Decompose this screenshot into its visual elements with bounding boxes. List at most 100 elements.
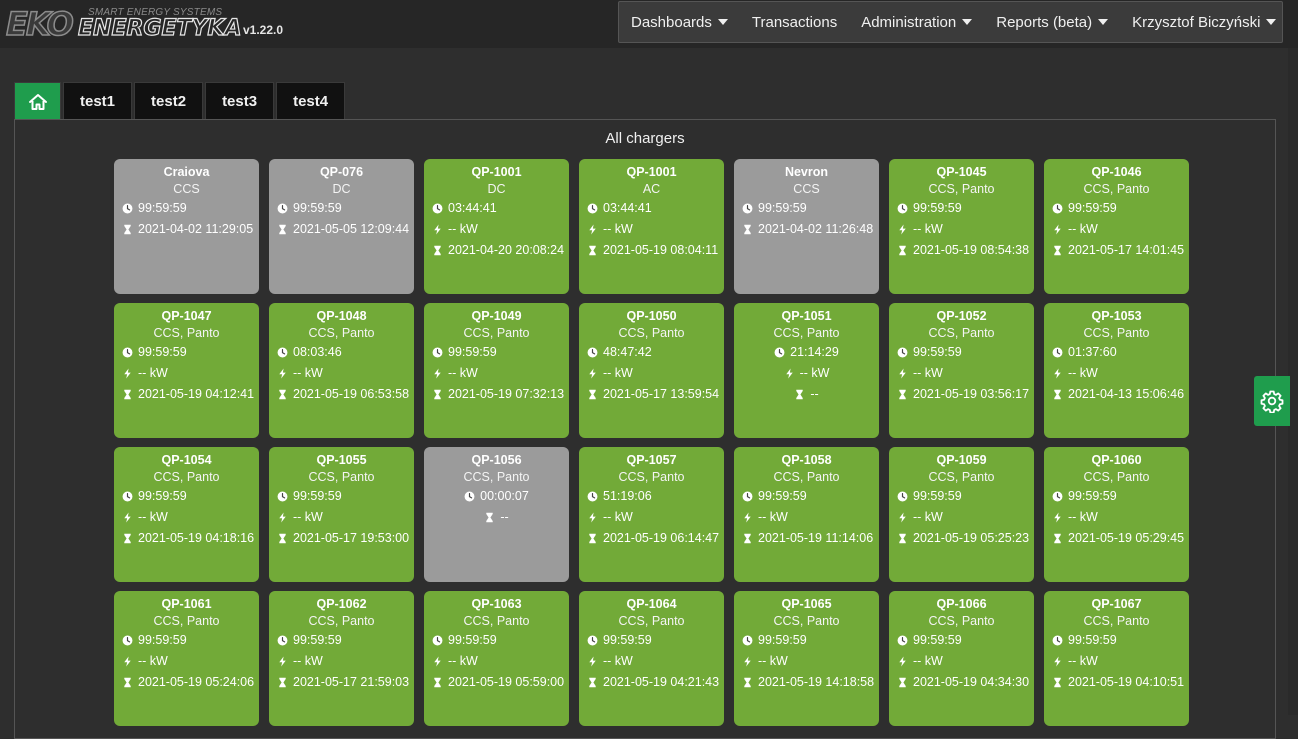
charger-card[interactable]: QP-1056 CCS, Panto 00:00:07 -- bbox=[424, 447, 569, 582]
charger-power: -- kW bbox=[913, 222, 943, 236]
charger-card[interactable]: QP-1065 CCS, Panto 99:59:59 -- kW 2021-05-19… bbox=[734, 591, 879, 726]
charger-card[interactable]: QP-076 DC 99:59:59 2021-05-05 12:09:44 bbox=[269, 159, 414, 294]
charger-power-row: -- kW bbox=[269, 363, 414, 384]
bolt-icon bbox=[744, 656, 751, 667]
charger-type: AC bbox=[642, 182, 661, 196]
tab-test3[interactable]: test3 bbox=[205, 82, 275, 120]
charger-card[interactable]: QP-1050 CCS, Panto 48:47:42 -- kW 2021-05-17… bbox=[579, 303, 724, 438]
charger-date: -- bbox=[500, 510, 509, 524]
charger-name: QP-1057 bbox=[626, 453, 677, 467]
charger-name-row: QP-1047 bbox=[114, 309, 259, 324]
charger-card[interactable]: QP-1062 CCS, Panto 99:59:59 -- kW 2021-05-17… bbox=[269, 591, 414, 726]
charger-type: CCS, Panto bbox=[153, 614, 220, 628]
charger-card[interactable]: QP-1049 CCS, Panto 99:59:59 -- kW 2021-05-19… bbox=[424, 303, 569, 438]
charger-time: 03:44:41 bbox=[603, 201, 652, 215]
charger-card[interactable]: QP-1054 CCS, Panto 99:59:59 -- kW 2021-05-19… bbox=[114, 447, 259, 582]
charger-card[interactable]: QP-1048 CCS, Panto 08:03:46 -- kW 2021-05-19… bbox=[269, 303, 414, 438]
charger-card[interactable]: QP-1058 CCS, Panto 99:59:59 -- kW 2021-05-19… bbox=[734, 447, 879, 582]
charger-card[interactable]: QP-1066 CCS, Panto 99:59:59 -- kW 2021-05-19… bbox=[889, 591, 1034, 726]
charger-type: CCS, Panto bbox=[773, 470, 840, 484]
charger-type: CCS, Panto bbox=[463, 614, 530, 628]
charger-type-row: CCS, Panto bbox=[269, 468, 414, 486]
bolt-icon bbox=[589, 368, 596, 379]
charger-type: CCS, Panto bbox=[618, 326, 685, 340]
charger-card[interactable]: QP-1047 CCS, Panto 99:59:59 -- kW 2021-05-19… bbox=[114, 303, 259, 438]
charger-time-row: 99:59:59 bbox=[889, 198, 1034, 219]
charger-card[interactable]: QP-1064 CCS, Panto 99:59:59 -- kW 2021-05-19… bbox=[579, 591, 724, 726]
tab-home[interactable] bbox=[14, 82, 61, 120]
clock-icon bbox=[1052, 203, 1063, 214]
charger-type-row: CCS, Panto bbox=[424, 612, 569, 630]
charger-card[interactable]: QP-1055 CCS, Panto 99:59:59 -- kW 2021-05-17… bbox=[269, 447, 414, 582]
charger-date-row: 2021-05-19 05:29:45 bbox=[1044, 528, 1189, 549]
clock-icon bbox=[742, 203, 753, 214]
charger-time: 99:59:59 bbox=[138, 345, 187, 359]
charger-type-row: DC bbox=[424, 180, 569, 198]
app-version: v1.22.0 bbox=[243, 23, 284, 37]
tab-test2[interactable]: test2 bbox=[134, 82, 204, 120]
tab-test4[interactable]: test4 bbox=[276, 82, 346, 120]
charger-card[interactable]: QP-1053 CCS, Panto 01:37:60 -- kW 2021-04-13… bbox=[1044, 303, 1189, 438]
hourglass-icon bbox=[124, 389, 131, 400]
charger-card[interactable]: QP-1060 CCS, Panto 99:59:59 -- kW 2021-05-19… bbox=[1044, 447, 1189, 582]
charger-card[interactable]: QP-1045 CCS, Panto 99:59:59 -- kW 2021-05-19… bbox=[889, 159, 1034, 294]
charger-card[interactable]: QP-1001 AC 03:44:41 -- kW 2021-05-19 08:04:1… bbox=[579, 159, 724, 294]
charger-date: 2021-05-19 04:12:41 bbox=[138, 387, 255, 401]
charger-name: QP-1001 bbox=[626, 165, 677, 179]
charger-time: 00:00:07 bbox=[480, 489, 529, 503]
charger-date: 2021-05-19 06:53:58 bbox=[293, 387, 410, 401]
charger-type: CCS, Panto bbox=[1083, 326, 1150, 340]
tab-test1[interactable]: test1 bbox=[63, 82, 133, 120]
charger-name-row: QP-1067 bbox=[1044, 597, 1189, 612]
charger-type: CCS, Panto bbox=[618, 470, 685, 484]
charger-card[interactable]: Craiova CCS 99:59:59 2021-04-02 11:29:05 bbox=[114, 159, 259, 294]
charger-card[interactable]: QP-1051 CCS, Panto 21:14:29 -- kW -- bbox=[734, 303, 879, 438]
charger-time: 99:59:59 bbox=[293, 201, 342, 215]
charger-name-row: QP-1049 bbox=[424, 309, 569, 324]
charger-card[interactable]: QP-1046 CCS, Panto 99:59:59 -- kW 2021-05-17… bbox=[1044, 159, 1189, 294]
clock-icon bbox=[277, 491, 288, 502]
charger-card[interactable]: QP-1052 CCS, Panto 99:59:59 -- kW 2021-05-19… bbox=[889, 303, 1034, 438]
charger-power-row: -- kW bbox=[114, 507, 259, 528]
settings-button[interactable] bbox=[1254, 376, 1290, 426]
nav-dashboards[interactable]: Dashboards bbox=[619, 14, 740, 31]
charger-date-row: 2021-05-17 21:59:03 bbox=[269, 672, 414, 693]
charger-name: QP-1067 bbox=[1091, 597, 1142, 611]
charger-type-row: CCS, Panto bbox=[889, 324, 1034, 342]
bolt-icon bbox=[589, 224, 596, 235]
charger-card[interactable]: QP-1061 CCS, Panto 99:59:59 -- kW 2021-05-19… bbox=[114, 591, 259, 726]
charger-date-row: 2021-05-19 04:12:41 bbox=[114, 384, 259, 405]
charger-power: -- kW bbox=[448, 366, 478, 380]
charger-power-row: -- kW bbox=[579, 507, 724, 528]
charger-card[interactable]: QP-1001 DC 03:44:41 -- kW 2021-04-20 20:08:2… bbox=[424, 159, 569, 294]
charger-type-row: CCS, Panto bbox=[889, 612, 1034, 630]
charger-name-row: Nevron bbox=[734, 165, 879, 180]
nav-transactions-label: Transactions bbox=[751, 13, 838, 31]
nav-administration[interactable]: Administration bbox=[849, 14, 984, 31]
charger-card[interactable]: QP-1063 CCS, Panto 99:59:59 -- kW 2021-05-19… bbox=[424, 591, 569, 726]
charger-card[interactable]: QP-1067 CCS, Panto 99:59:59 -- kW 2021-05-19… bbox=[1044, 591, 1189, 726]
charger-type-row: CCS, Panto bbox=[1044, 612, 1189, 630]
charger-card[interactable]: Nevron CCS 99:59:59 2021-04-02 11:26:48 bbox=[734, 159, 879, 294]
clock-icon bbox=[432, 347, 443, 358]
charger-name-row: QP-1001 bbox=[579, 165, 724, 180]
charger-time-row: 99:59:59 bbox=[1044, 630, 1189, 651]
charger-date: 2021-05-19 04:34:30 bbox=[913, 675, 1030, 689]
charger-power-row: -- kW bbox=[1044, 219, 1189, 240]
charger-time: 51:19:06 bbox=[603, 489, 652, 503]
charger-name-row: QP-076 bbox=[269, 165, 414, 180]
clock-icon bbox=[277, 635, 288, 646]
page-scrollbar[interactable] bbox=[1288, 48, 1298, 715]
charger-card[interactable]: QP-1057 CCS, Panto 51:19:06 -- kW 2021-05-19… bbox=[579, 447, 724, 582]
logo[interactable]: EKO SMART ENERGY SYSTEMS ENERGETYKA bbox=[5, 2, 246, 46]
charger-card[interactable]: QP-1059 CCS, Panto 99:59:59 -- kW 2021-05-19… bbox=[889, 447, 1034, 582]
nav-transactions[interactable]: Transactions bbox=[740, 14, 849, 31]
nav-reports[interactable]: Reports (beta) bbox=[984, 14, 1120, 31]
charger-power-row: -- kW bbox=[269, 651, 414, 672]
clock-icon bbox=[587, 203, 598, 214]
charger-time-row: 01:37:60 bbox=[1044, 342, 1189, 363]
charger-name: Nevron bbox=[784, 165, 829, 179]
nav-user-menu[interactable]: Krzysztof Biczyński bbox=[1120, 14, 1288, 31]
hourglass-icon bbox=[279, 533, 286, 544]
charger-name-row: QP-1048 bbox=[269, 309, 414, 324]
